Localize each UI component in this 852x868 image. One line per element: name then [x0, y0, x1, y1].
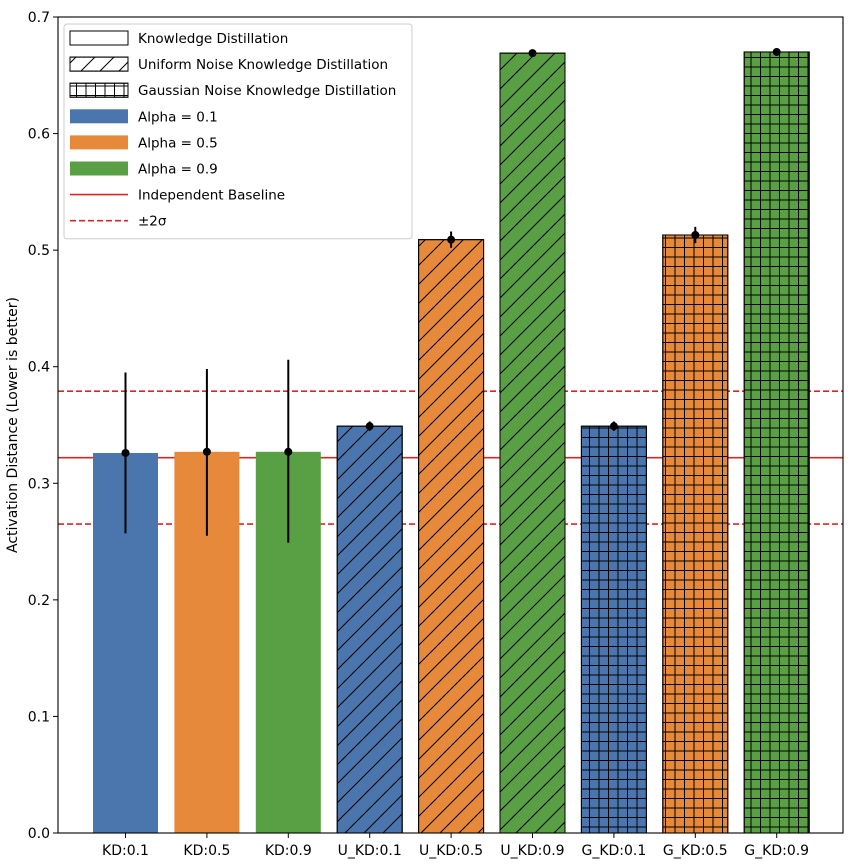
y-tick-label: 0.1 — [28, 709, 50, 725]
error-bars — [121, 47, 781, 543]
x-tick-label: G_KD:0.9 — [744, 843, 809, 859]
errorbar-point-G_KD:0.9 — [772, 47, 781, 56]
bar-hatch-G_KD:0.5 — [662, 234, 729, 833]
bar-hatch-G_KD:0.9 — [743, 51, 810, 833]
legend-label: Alpha = 0.1 — [138, 109, 218, 125]
errorbar-point-U_KD:0.9 — [528, 49, 537, 58]
x-tick-label: U_KD:0.5 — [419, 843, 483, 859]
legend-label: Independent Baseline — [138, 188, 285, 204]
x-tick-label: G_KD:0.1 — [582, 843, 647, 859]
errorbar-point-KD:0.9 — [284, 447, 293, 456]
x-tick-label: KD:0.9 — [265, 843, 312, 859]
y-tick-label: 0.6 — [28, 127, 50, 143]
x-tick-label: G_KD:0.5 — [663, 843, 728, 859]
x-tick-label: U_KD:0.9 — [500, 843, 564, 859]
y-axis-label: Activation Distance (Lower is better) — [5, 297, 21, 553]
y-tick-label: 0.0 — [28, 826, 50, 842]
legend-swatch-alpha_0.9 — [70, 161, 128, 176]
legend-swatch-hatch-diagonal — [69, 56, 129, 72]
legend-swatch-alpha_0.5 — [70, 135, 128, 150]
errorbar-point-KD:0.5 — [202, 447, 211, 456]
legend-box — [63, 23, 413, 240]
legend-label: Alpha = 0.9 — [138, 162, 218, 178]
legend-label: Alpha = 0.5 — [138, 135, 218, 151]
errorbar-point-G_KD:0.5 — [691, 230, 700, 239]
legend-swatch-alpha_0.1 — [70, 109, 128, 124]
legend-label: Knowledge Distillation — [138, 31, 288, 47]
x-tick-label: KD:0.5 — [183, 843, 230, 859]
errorbar-point-U_KD:0.5 — [447, 235, 456, 244]
y-tick-label: 0.7 — [28, 10, 50, 26]
errorbar-point-U_KD:0.1 — [365, 422, 374, 431]
y-tick-label: 0.5 — [28, 243, 50, 259]
legend-label: Uniform Noise Knowledge Distillation — [138, 57, 388, 73]
y-tick-label: 0.3 — [28, 476, 50, 492]
x-tick-label: KD:0.1 — [102, 843, 149, 859]
y-axis: 0.0 0.1 0.2 0.3 0.4 0.5 0.6 0.7 — [28, 10, 58, 842]
bar-hatch-U_KD:0.9 — [499, 52, 566, 833]
y-tick-label: 0.4 — [28, 360, 50, 376]
y-tick-label: 0.2 — [28, 593, 50, 609]
legend-label: Gaussian Noise Knowledge Distillation — [138, 83, 396, 99]
bar-hatch-G_KD:0.1 — [580, 425, 647, 833]
bars — [93, 51, 810, 833]
bar-hatch-U_KD:0.1 — [336, 425, 403, 833]
errorbar-point-G_KD:0.1 — [609, 422, 618, 431]
legend-label: ±2σ — [138, 214, 167, 230]
legend-swatch-hatch-grid — [69, 82, 129, 98]
bar-hatch-U_KD:0.5 — [418, 239, 485, 833]
plot-frame — [57, 16, 844, 834]
legend-swatch-none — [69, 30, 129, 46]
legend: Knowledge Distillation Uniform Noise Know… — [63, 23, 413, 240]
errorbar-point-KD:0.1 — [121, 448, 130, 457]
x-tick-label: U_KD:0.1 — [338, 843, 402, 859]
x-axis: KD:0.1 KD:0.5 KD:0.9 U_KD:0.1 U_KD:0.5 U_KD:0… — [102, 833, 809, 859]
